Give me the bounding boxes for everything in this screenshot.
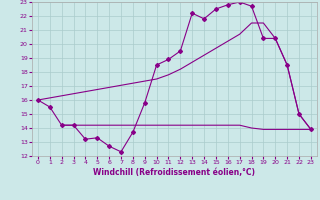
X-axis label: Windchill (Refroidissement éolien,°C): Windchill (Refroidissement éolien,°C) bbox=[93, 168, 255, 177]
